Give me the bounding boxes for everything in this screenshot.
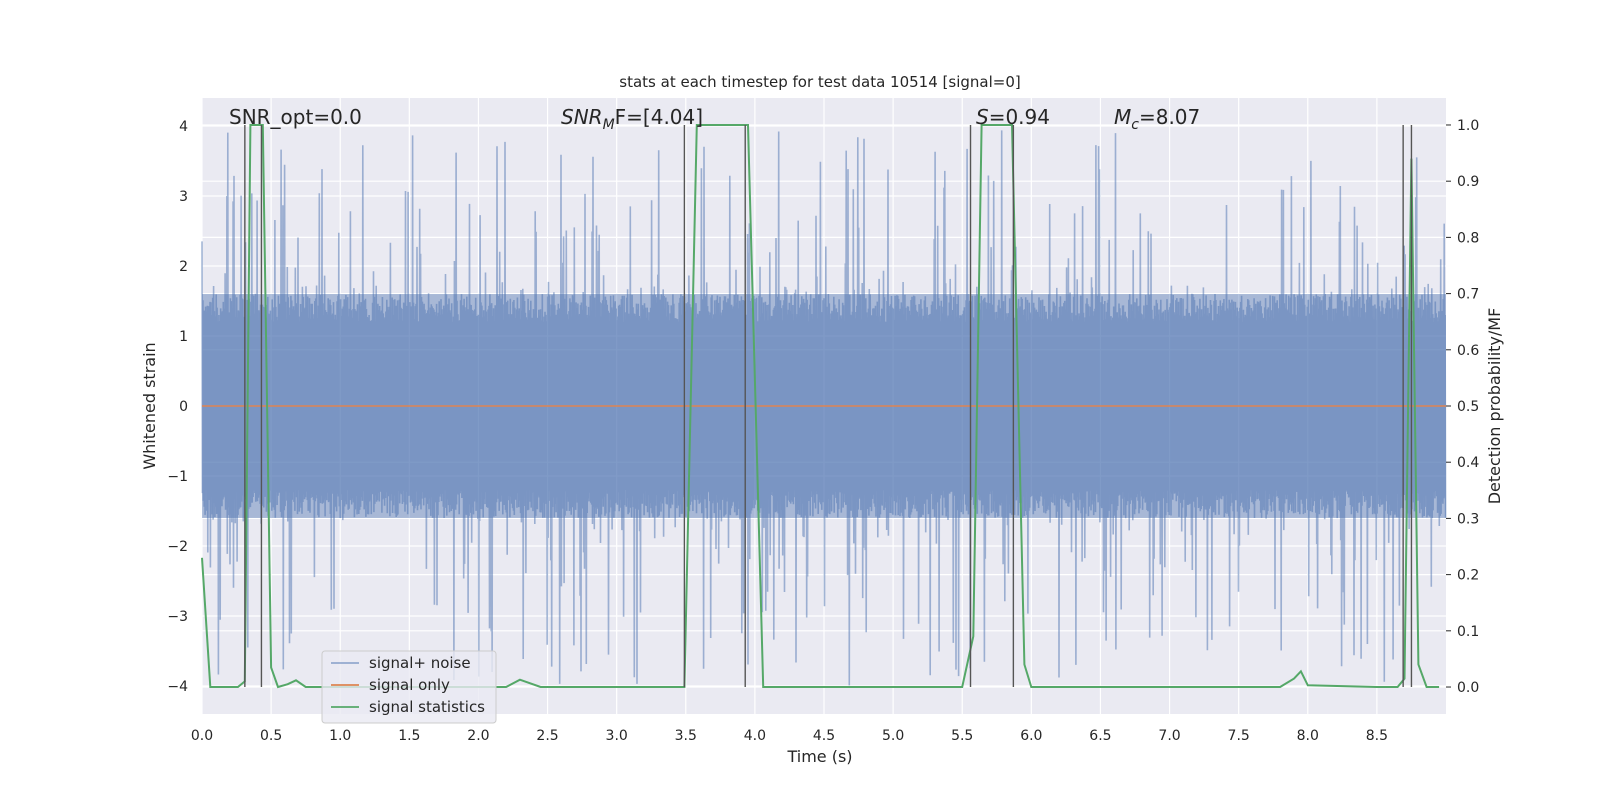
x-tick-label: 7.5 <box>1228 728 1250 744</box>
x-axis-label: Time (s) <box>786 747 852 766</box>
x-tick-label: 5.5 <box>951 728 973 744</box>
y-tick-label: 0 <box>179 399 188 415</box>
y-axis-label: Whitened strain <box>140 342 159 469</box>
x-tick-label: 6.5 <box>1089 728 1111 744</box>
x-tick-label: 8.0 <box>1297 728 1319 744</box>
annotation-s: S=0.94 <box>976 105 1050 129</box>
s-value: =0.94 <box>989 105 1050 129</box>
x-tick-label: 1.5 <box>398 728 420 744</box>
y-axis-ticks: −4 −3 −2 −1 0 1 2 3 4 <box>167 119 188 695</box>
x-tick-label: 5.0 <box>882 728 904 744</box>
snr-mf-tail: F=[4.04] <box>615 105 703 129</box>
y2-tick-label: 0.2 <box>1457 568 1479 584</box>
y-tick-label: −2 <box>167 539 188 555</box>
x-tick-label: 4.5 <box>813 728 835 744</box>
annotation-snr-opt: SNR_opt=0.0 <box>229 105 362 129</box>
s-label: S <box>976 105 989 129</box>
x-tick-label: 3.0 <box>606 728 628 744</box>
y2-tick-label: 0.1 <box>1457 624 1479 640</box>
x-tick-label: 3.5 <box>675 728 697 744</box>
snr-mf-sub: M <box>603 117 615 133</box>
y2-tick-label: 0.6 <box>1457 343 1479 359</box>
snr-mf-label: SNR <box>561 105 603 129</box>
legend-box <box>321 650 497 724</box>
y2-tick-label: 0.7 <box>1457 287 1479 303</box>
x-tick-label: 2.5 <box>536 728 558 744</box>
y-tick-label: 4 <box>179 119 188 135</box>
x-tick-label: 0.0 <box>191 728 213 744</box>
legend-label-stat: signal statistics <box>369 698 485 716</box>
legend-label-signal: signal only <box>369 676 450 694</box>
x-tick-label: 7.0 <box>1158 728 1180 744</box>
annotation-snr-mf: SNRMF=[4.04] <box>561 105 703 133</box>
mc-label: M <box>1114 105 1131 129</box>
y-tick-label: −1 <box>167 469 188 485</box>
y2-axis-label: Detection probability/MF <box>1485 308 1504 505</box>
y2-tick-label: 0.3 <box>1457 511 1479 527</box>
annotation-mc: Mc=8.07 <box>1114 105 1200 133</box>
y2-tick-label: 0.5 <box>1457 399 1479 415</box>
y2-axis-ticks: 0.0 0.1 0.2 0.3 0.4 0.5 0.6 0.7 0.8 0.9 1.0 <box>1446 118 1479 696</box>
legend: signal+ noise signal only signal statist… <box>321 650 497 724</box>
x-axis-ticks: 0.0 0.5 1.0 1.5 2.0 2.5 3.0 3.5 4.0 4.5 5.0 5.5 6.0 6… <box>191 728 1388 744</box>
legend-label-noise: signal+ noise <box>369 654 471 672</box>
mc-sub: c <box>1131 117 1139 133</box>
chart-title: stats at each timestep for test data 105… <box>619 73 1020 91</box>
x-tick-label: 4.0 <box>744 728 766 744</box>
x-tick-label: 1.0 <box>329 728 351 744</box>
signal-statistics-line <box>201 124 1440 689</box>
y-tick-label: −4 <box>167 679 188 695</box>
y2-tick-label: 0.9 <box>1457 174 1479 190</box>
y-tick-label: 2 <box>179 259 188 275</box>
y2-tick-label: 0.4 <box>1457 455 1479 471</box>
signal-statistics-series <box>201 124 1440 689</box>
y-tick-label: 1 <box>179 329 188 345</box>
y-tick-label: −3 <box>167 609 188 625</box>
x-tick-label: 6.0 <box>1020 728 1042 744</box>
y2-tick-label: 1.0 <box>1457 118 1479 134</box>
detection-vertical-lines <box>244 124 1413 688</box>
y-tick-label: 3 <box>179 189 188 205</box>
mc-value: =8.07 <box>1139 105 1200 129</box>
y2-tick-label: 0.0 <box>1457 680 1479 696</box>
x-tick-label: 0.5 <box>260 728 282 744</box>
y2-tick-label: 0.8 <box>1457 230 1479 246</box>
x-tick-label: 2.0 <box>467 728 489 744</box>
x-tick-label: 8.5 <box>1366 728 1388 744</box>
